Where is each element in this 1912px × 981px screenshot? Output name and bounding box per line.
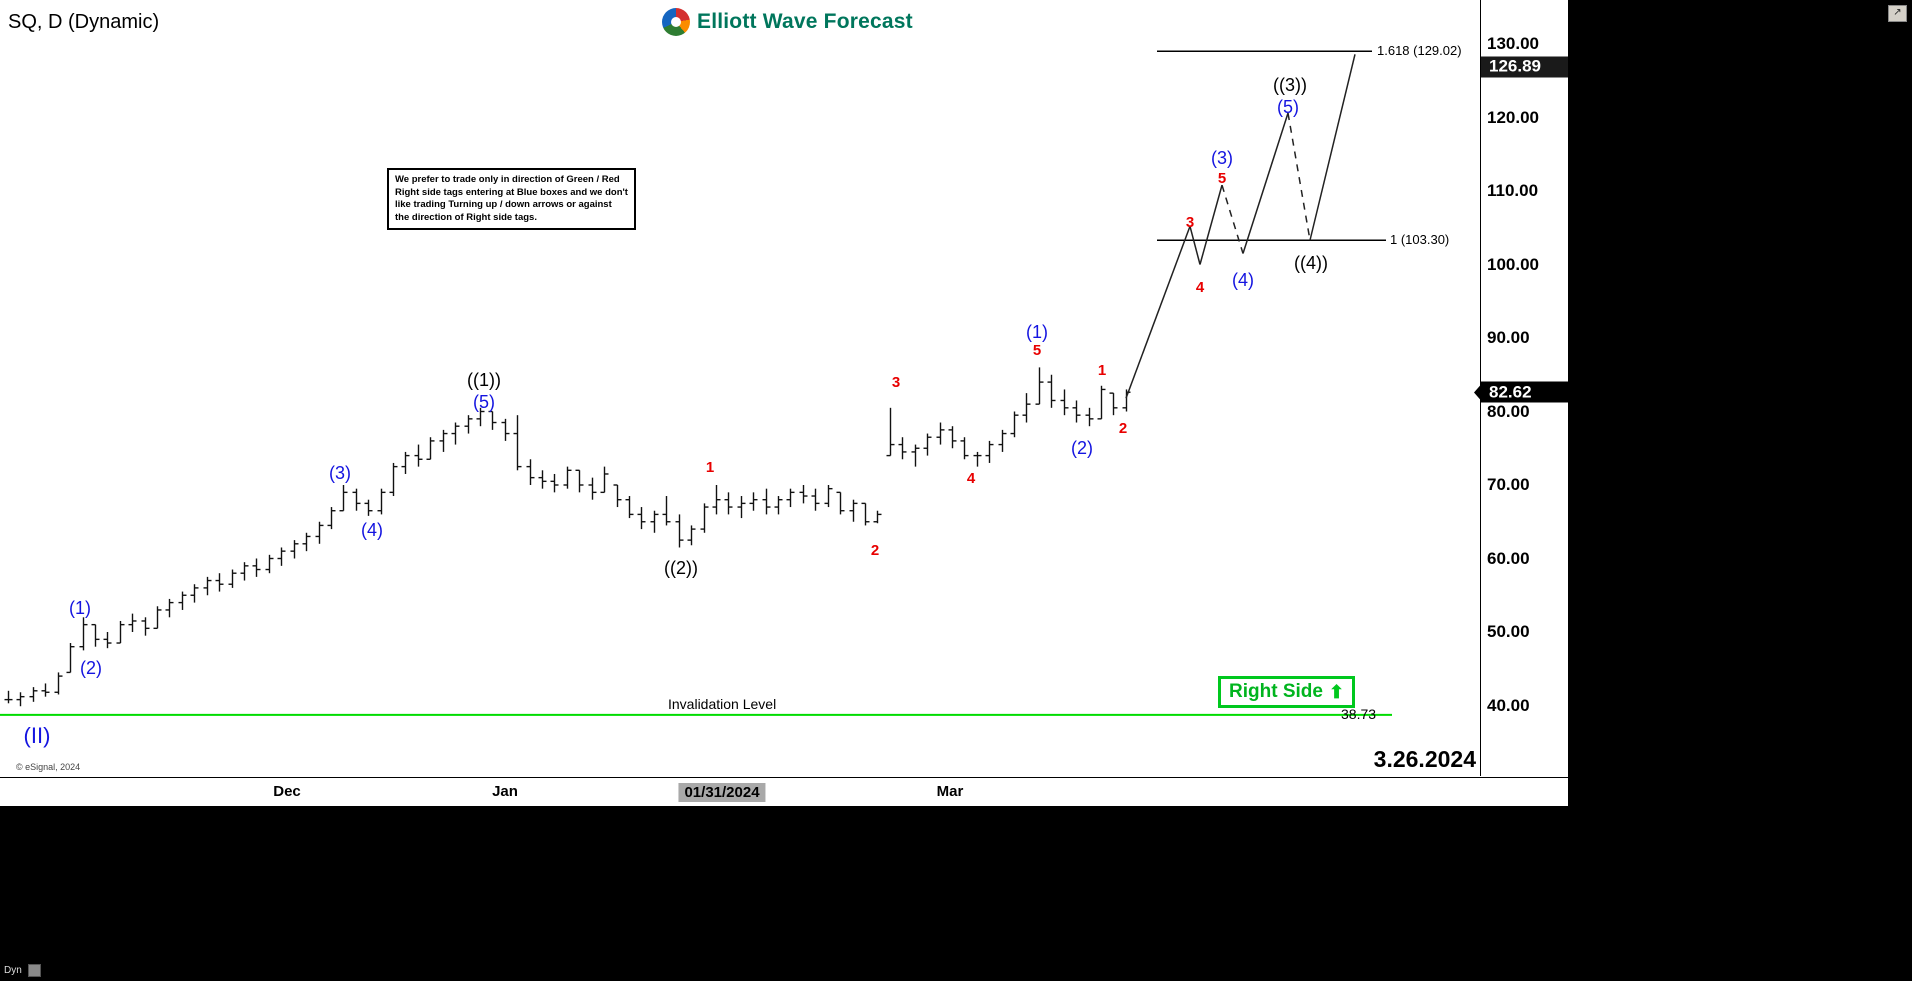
- price-tick: 120.00: [1487, 107, 1539, 127]
- svg-text:((4)): ((4)): [1294, 253, 1328, 273]
- time-tick-selected: 01/31/2024: [678, 783, 766, 802]
- note-line: like trading Turning up / down arrows or…: [395, 199, 612, 210]
- price-tick: 110.00: [1487, 181, 1539, 200]
- copyright: © eSignal, 2024: [16, 762, 81, 772]
- svg-text:(1): (1): [69, 598, 91, 618]
- chart-date: 3.26.2024: [1373, 746, 1476, 772]
- chart-window: Invalidation Level 38.73 1.618 (129.02) 1 (…: [0, 0, 1568, 806]
- svg-text:3: 3: [1186, 214, 1194, 231]
- time-tick: Jan: [492, 783, 518, 800]
- svg-text:(5): (5): [1277, 97, 1299, 117]
- trading-note: We prefer to trade only in direction of …: [387, 168, 636, 230]
- svg-text:2: 2: [1119, 420, 1127, 437]
- invalidation-line: Invalidation Level 38.73: [0, 696, 1392, 722]
- up-arrow-icon: ⬆: [1328, 681, 1345, 702]
- restore-window-button[interactable]: ↗: [1888, 5, 1907, 22]
- wave-labels: (1)(2)(3)(4)(5)((1))((2))(II)12345(1)(2)…: [24, 75, 1328, 748]
- app-tab-bar: Dyn: [0, 960, 1912, 981]
- svg-text:((1)): ((1)): [467, 370, 501, 390]
- tab-dyn[interactable]: Dyn: [4, 965, 22, 976]
- price-tick: 40.00: [1487, 695, 1530, 715]
- price-tick: 90.00: [1487, 328, 1530, 347]
- note-line: Right side tags entering at Blue boxes a…: [395, 186, 628, 198]
- chart-plot-area[interactable]: Invalidation Level 38.73 1.618 (129.02) 1 (…: [0, 0, 1481, 776]
- price-axis[interactable]: 130.00 120.00 110.00 100.00 90.00 80.00 70.00 6…: [1481, 0, 1568, 776]
- symbol-title: SQ, D (Dynamic): [8, 11, 160, 33]
- brand-name: Elliott Wave Forecast: [697, 10, 913, 33]
- svg-text:(3): (3): [329, 463, 351, 483]
- fib-target-lines: 1.618 (129.02) 1 (103.30): [1157, 43, 1462, 247]
- svg-text:(4): (4): [1232, 270, 1254, 290]
- svg-text:((2)): ((2)): [664, 558, 698, 578]
- workspace-background: [1568, 0, 1912, 981]
- brand-logo: Elliott Wave Forecast: [662, 8, 913, 36]
- ewf-logo-icon: [662, 8, 690, 36]
- price-tick: 60.00: [1487, 548, 1530, 568]
- time-tick: Dec: [273, 783, 301, 800]
- price-chart[interactable]: Invalidation Level 38.73 1.618 (129.02) 1 (…: [0, 0, 1480, 776]
- price-bars: [4, 367, 1131, 707]
- price-tag: 126.89: [1481, 56, 1568, 78]
- right-side-badge: Right Side ⬆: [1218, 676, 1356, 708]
- svg-text:(4): (4): [361, 520, 383, 540]
- svg-text:1: 1: [1098, 362, 1106, 379]
- svg-text:3: 3: [892, 374, 900, 391]
- svg-text:5: 5: [1218, 170, 1226, 187]
- chart-tab-icon[interactable]: [27, 964, 41, 977]
- price-tag: 82.62: [1481, 381, 1568, 403]
- note-line: the direction of Right side tags.: [395, 211, 537, 223]
- svg-text:(2): (2): [1071, 438, 1093, 458]
- price-tick: 80.00: [1487, 401, 1530, 421]
- svg-text:1.618 (129.02): 1.618 (129.02): [1377, 43, 1462, 58]
- svg-text:(1): (1): [1026, 322, 1048, 342]
- price-tick: 100.00: [1487, 254, 1539, 274]
- right-side-label: Right Side: [1229, 681, 1323, 702]
- svg-text:(5): (5): [473, 392, 495, 412]
- svg-text:1 (103.30): 1 (103.30): [1390, 232, 1449, 247]
- svg-text:Invalidation Level: Invalidation Level: [668, 696, 776, 712]
- price-tick: 130.00: [1487, 34, 1539, 53]
- projection-path: [1125, 54, 1356, 399]
- price-tick: 70.00: [1487, 475, 1530, 494]
- svg-text:(3): (3): [1211, 148, 1233, 168]
- svg-text:(2): (2): [80, 658, 102, 678]
- svg-text:((3)): ((3)): [1273, 75, 1307, 95]
- time-axis[interactable]: Dec Jan 01/31/2024 Mar: [0, 777, 1568, 806]
- svg-text:4: 4: [1196, 279, 1205, 296]
- svg-text:1: 1: [706, 459, 714, 476]
- price-tick: 50.00: [1487, 622, 1530, 641]
- note-line: We prefer to trade only in direction of …: [395, 174, 620, 185]
- svg-text:4: 4: [967, 470, 976, 487]
- svg-text:38.73: 38.73: [1341, 706, 1376, 722]
- svg-text:2: 2: [871, 542, 879, 559]
- svg-text:5: 5: [1033, 342, 1041, 359]
- svg-text:(II): (II): [24, 723, 51, 748]
- time-tick: Mar: [936, 783, 964, 800]
